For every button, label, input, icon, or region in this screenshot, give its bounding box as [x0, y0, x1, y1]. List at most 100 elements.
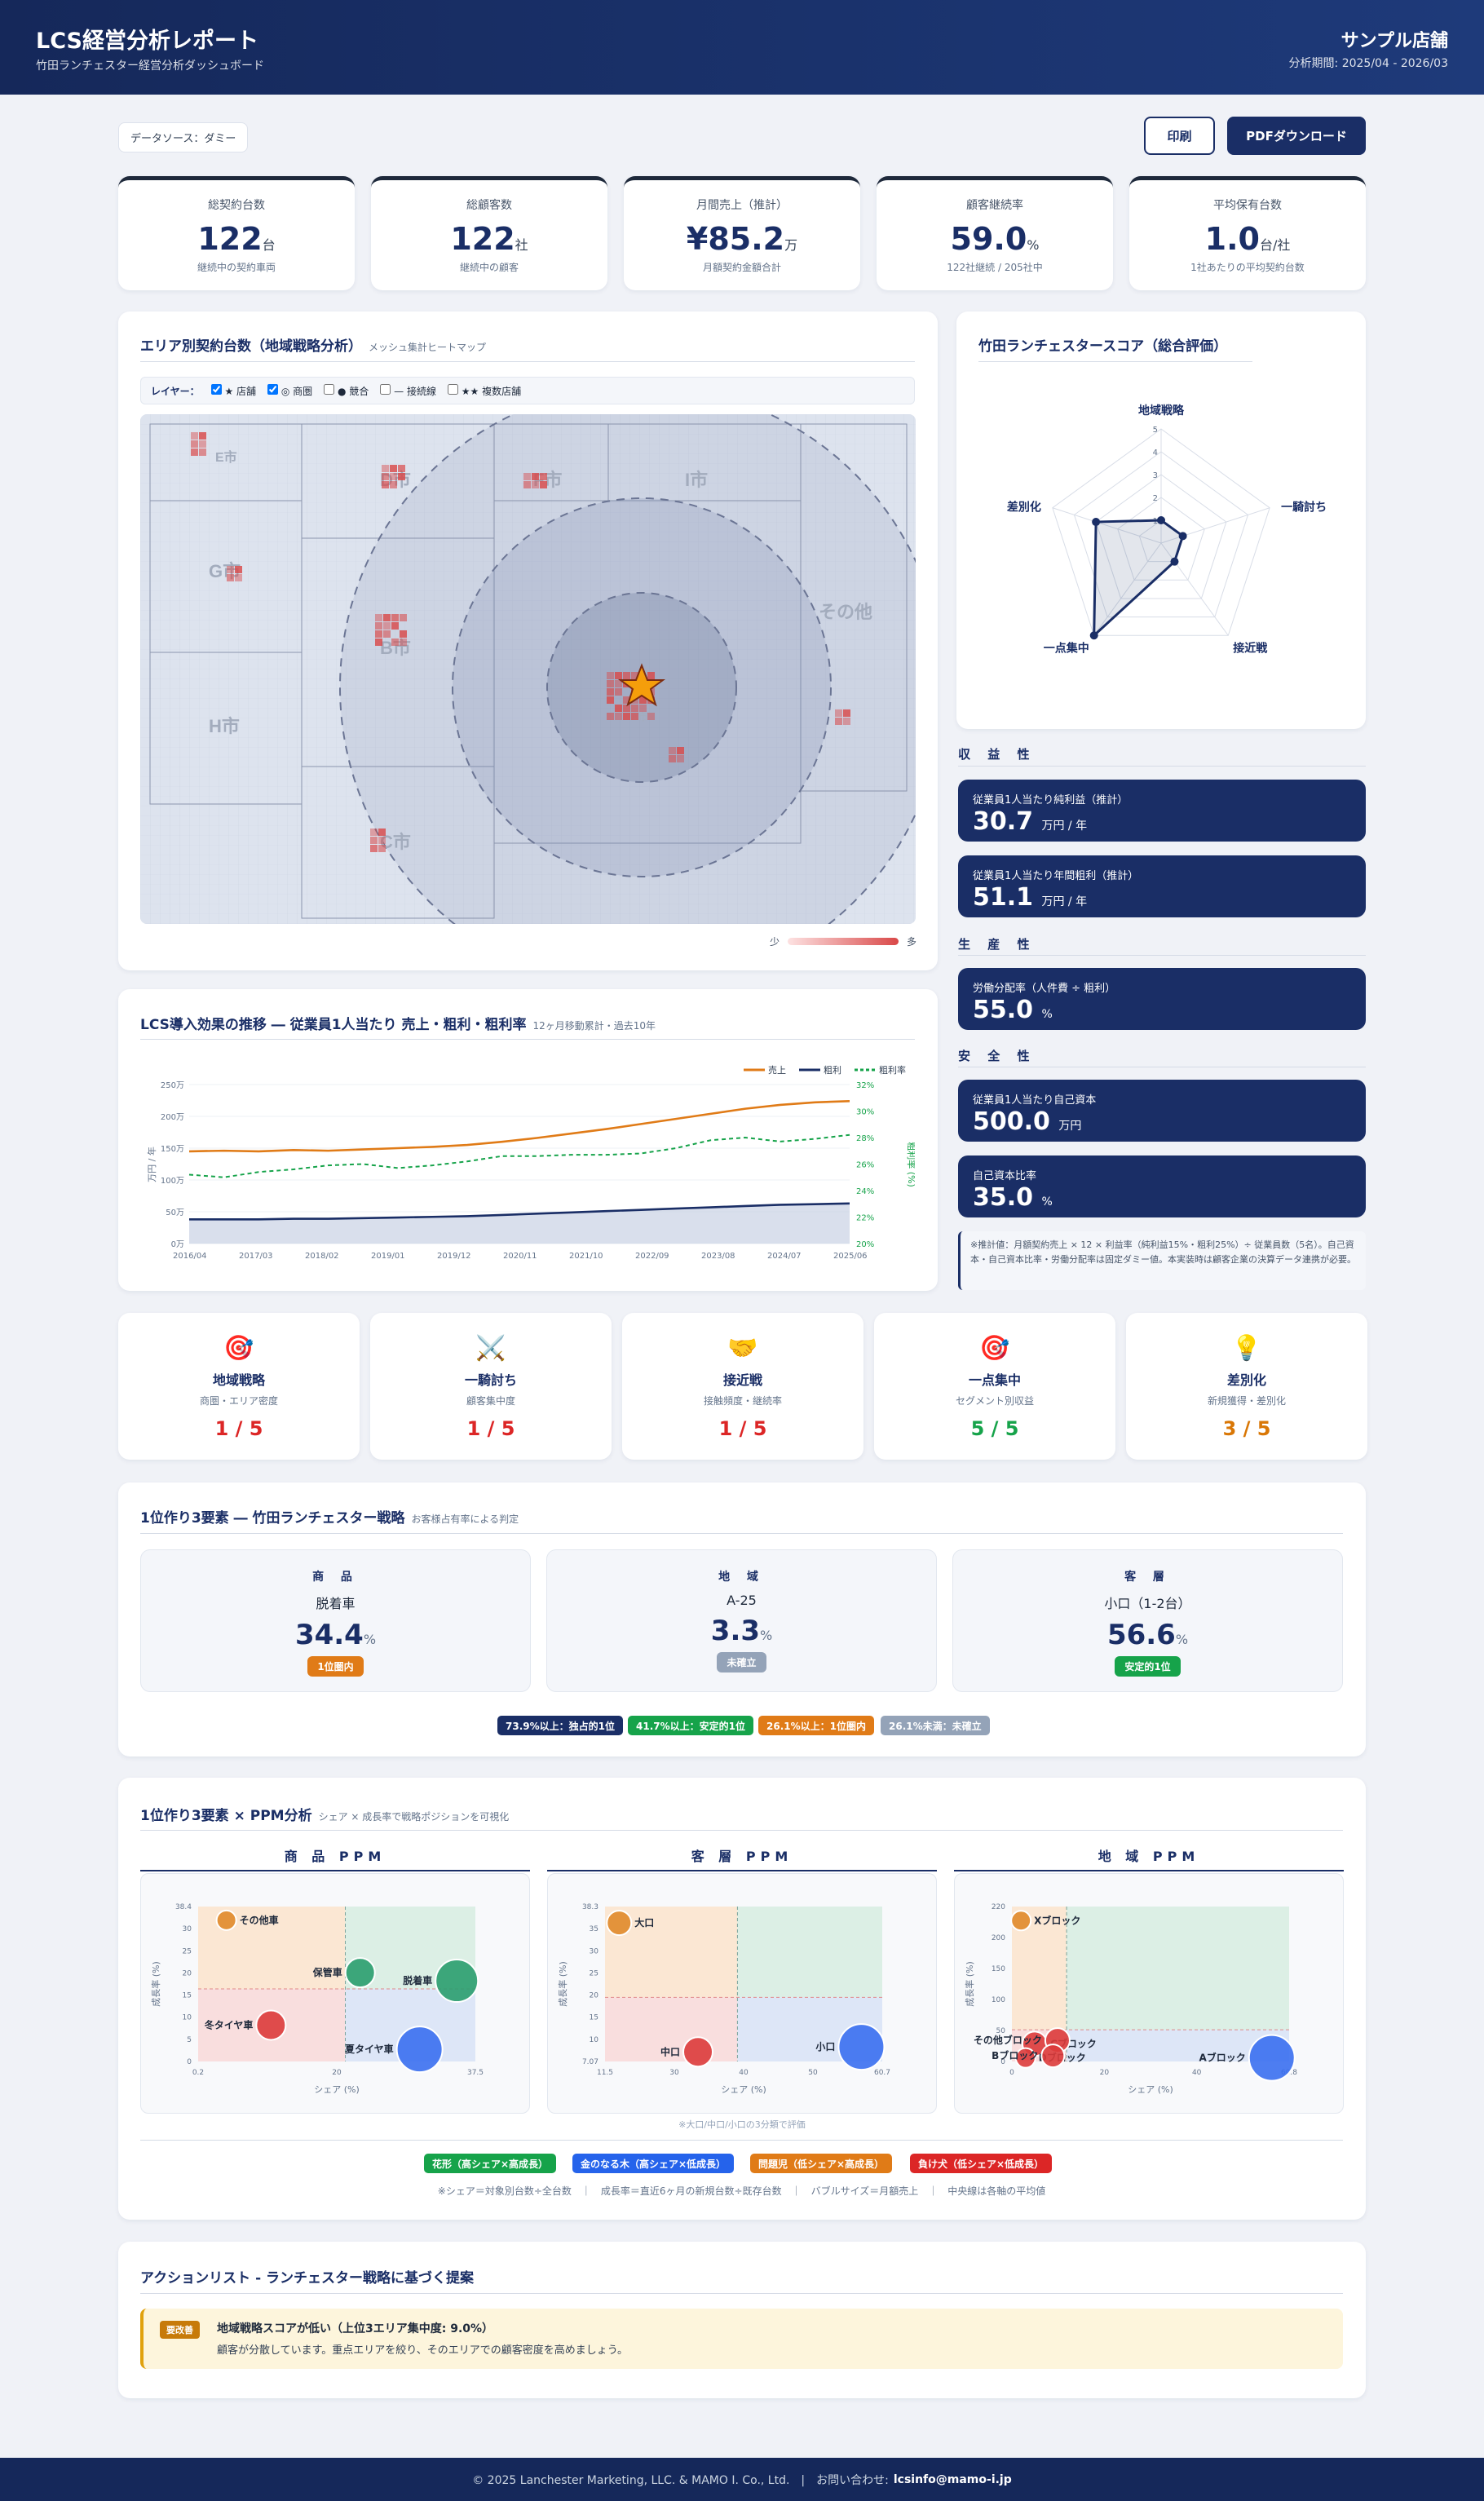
heat-cell	[375, 639, 382, 646]
heat-cell	[623, 705, 630, 712]
layer-multistore-toggle[interactable]: ★★ 複数店舗	[447, 383, 521, 398]
heat-cell	[532, 473, 539, 480]
legend-label: 売上	[768, 1065, 786, 1076]
ppm-title: 1位作り3要素 × PPM分析 シェア × 成長率で戦略ポジションを可視化	[140, 1808, 510, 1824]
y-tick: 25	[590, 1969, 598, 1977]
ppm-product-title: 商 品 PPM	[140, 1845, 530, 1871]
heat-cell	[400, 614, 407, 621]
heat-cell	[607, 672, 614, 679]
x-tick: 20	[332, 2069, 342, 2077]
ppm-bubble	[344, 1957, 376, 1989]
heat-cell	[523, 481, 531, 488]
elements-title: 1位作り3要素 ― 竹田ランチェスター戦略 お客様占有率による判定	[140, 1510, 519, 1527]
heat-cell	[199, 440, 206, 448]
x-tick: 2018/02	[305, 1252, 339, 1261]
layer-tradearea-toggle[interactable]: ◎ 商圏	[267, 383, 312, 398]
heat-cell	[391, 622, 399, 630]
ppm-bubble	[395, 2026, 444, 2074]
x-tick: 2019/12	[437, 1252, 471, 1261]
heat-cell	[382, 481, 389, 488]
heat-cell	[382, 473, 389, 480]
heat-cell	[227, 574, 234, 581]
y-tick: 220	[992, 1903, 1005, 1911]
y-tick: 30	[590, 1947, 599, 1955]
heat-cell	[615, 680, 622, 687]
y-tick: 100	[992, 1996, 1005, 2004]
heat-cell	[378, 845, 386, 852]
radar-point	[1089, 631, 1098, 640]
kpi-card: 総契約台数 122台 継続中の契約車両	[118, 176, 355, 290]
heat-cell	[370, 845, 378, 852]
y-tick: 15	[183, 1992, 192, 2000]
print-button[interactable]: 印刷	[1144, 117, 1215, 155]
ppm-bubble-label: その他車	[240, 1914, 279, 1926]
metric-card: 従業員1人当たり年間粗利（推計） 51.1 万円 / 年	[958, 855, 1366, 917]
data-source-badge: データソース：ダミー	[118, 122, 249, 152]
series-line	[189, 1202, 850, 1221]
heat-cell	[639, 705, 647, 712]
ppm-bubble-label: Bブロック	[992, 2049, 1038, 2061]
ppm-customer-chart: 7.07 10 15 20 25 30 35 38.3 11.5 30 40 50 60.7 シェア (%…	[557, 1903, 890, 2095]
radar-grid	[1117, 497, 1205, 581]
metric-card: 従業員1人当たり純利益（推計） 30.7 万円 / 年	[958, 780, 1366, 842]
y-tick: 150	[992, 1965, 1005, 1973]
ppm-customer-box: 7.07 10 15 20 25 30 35 38.3 11.5 30 40 50 60.7 シェア (%…	[547, 1873, 937, 2114]
heat-cell	[370, 829, 378, 836]
ppm-customer-note: ※大口/中口/小口の3分類で評価	[678, 2119, 806, 2130]
y-tick: 0	[187, 2058, 192, 2066]
y2-tick: 26%	[856, 1161, 874, 1170]
layer-store-toggle[interactable]: ★ 店舗	[210, 383, 256, 398]
heat-cell	[398, 465, 405, 472]
radar-grid	[1095, 474, 1227, 599]
heatmap-title: エリア別契約台数（地域戦略分析） メッシュ集計ヒートマップ	[140, 338, 487, 355]
layer-connector-toggle[interactable]: — 接続線	[380, 383, 436, 398]
heat-cell	[199, 449, 206, 456]
priority-badge: 要改善	[160, 2321, 200, 2339]
radar-axis	[1052, 507, 1162, 544]
x-tick: 0	[1009, 2069, 1014, 2077]
y-axis-label: 成長率 (%)	[150, 1961, 161, 2007]
y-tick: 250万	[161, 1081, 184, 1090]
heat-cell	[375, 630, 382, 638]
layer-competitor-toggle[interactable]: ● 競合	[324, 383, 369, 398]
legend-label: 粗利率	[879, 1064, 906, 1076]
ppm-bubble-label: 小口	[815, 2040, 835, 2052]
action-item-text: 顧客が分散しています。重点エリアを絞り、そのエリアでの顧客密度を高めましょう。	[217, 2344, 629, 2357]
heat-cell	[631, 713, 638, 720]
heat-cell	[843, 718, 850, 725]
element-region: 地 域 A-25 3.3% 未確立	[546, 1549, 937, 1692]
heat-cell	[523, 473, 531, 480]
area-label: その他	[819, 602, 872, 622]
kpi-card: 月間売上（推計） ¥85.2万 月額契約金額合計	[624, 176, 860, 290]
area-label: H市	[209, 716, 240, 736]
app-subtitle: 竹田ランチェスター経営分析ダッシュボード	[36, 60, 264, 73]
app-header: LCS経営分析レポート 竹田ランチェスター経営分析ダッシュボード サンプル店舗 …	[0, 0, 1484, 95]
y2-tick: 22%	[856, 1214, 874, 1223]
area-label: I市	[685, 470, 708, 490]
pdf-download-button[interactable]: PDFダウンロード	[1227, 117, 1366, 155]
heat-cell	[390, 465, 397, 472]
radar-point	[1092, 518, 1101, 527]
ppm-bubble	[1040, 2044, 1066, 2069]
ppm-bubble	[215, 1909, 237, 1931]
heat-cell	[191, 449, 198, 456]
element-customer: 客 層小口（1-2台） 56.6% 安定的1位	[952, 1549, 1343, 1692]
radar-axis-label: 地域戦略	[1138, 404, 1185, 418]
store-star-icon[interactable]	[617, 663, 666, 707]
legend-badge: 26.1%未満：未確立	[881, 1716, 990, 1735]
heatmap-map[interactable]: E市 D市 F市 I市 G市 B市 その他 H市 C市 A市	[140, 414, 916, 924]
radar-point	[1170, 557, 1179, 566]
ppm-bubble	[435, 1959, 479, 2004]
contact-email-link[interactable]: lcsinfo@mamo-i.jp	[893, 2472, 1012, 2486]
score-card: ⚔️ 一騎討ち 顧客集中度 1 / 5	[370, 1313, 612, 1460]
series-line	[188, 1099, 850, 1153]
heat-cell	[647, 713, 655, 720]
y-tick: 5	[187, 2036, 192, 2044]
score-card: 🤝 接近戦 接触頻度・継続率 1 / 5	[622, 1313, 863, 1460]
action-item: 要改善 地域戦略スコアが低い（上位3エリア集中度: 9.0%） 顧客が分散してい…	[140, 2309, 1343, 2369]
y2-tick: 24%	[856, 1187, 874, 1196]
heat-cell	[378, 829, 386, 836]
score-card: 💡 差別化 新規獲得・差別化 3 / 5	[1126, 1313, 1367, 1460]
heat-cell	[607, 680, 614, 687]
